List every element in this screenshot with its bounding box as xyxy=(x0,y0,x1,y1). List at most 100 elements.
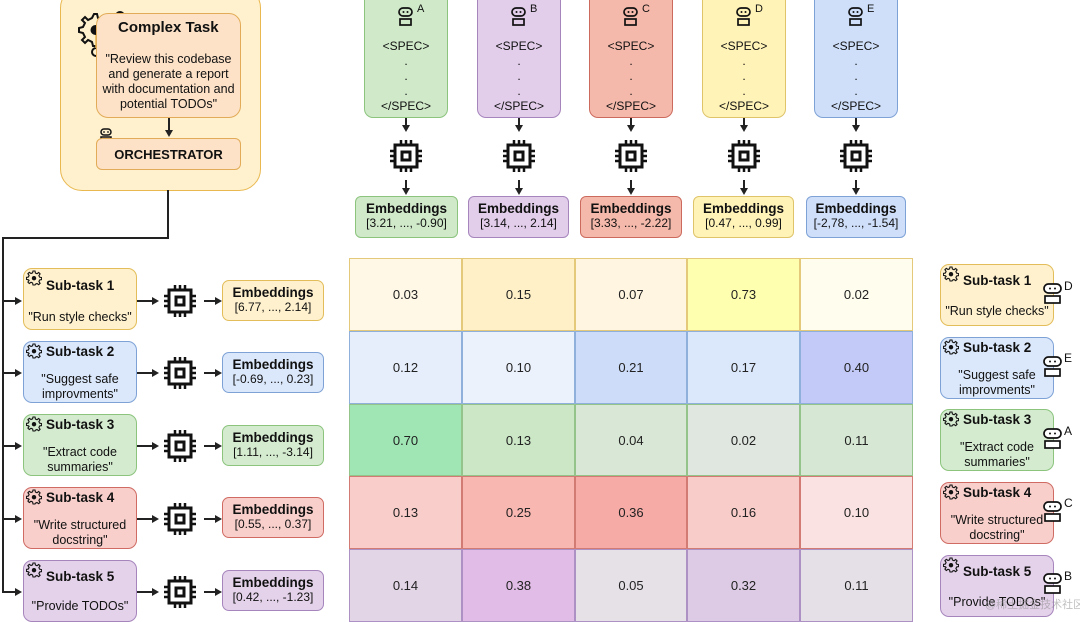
connector xyxy=(743,118,745,127)
chip-icon xyxy=(726,138,762,174)
arrowhead xyxy=(152,442,159,450)
robot-icon xyxy=(1043,501,1063,523)
subtask-title: Sub-task 4 xyxy=(963,485,1032,500)
assigned-agent-label: A xyxy=(1064,424,1073,438)
chip-icon xyxy=(162,574,198,610)
subtask-4-embeddings: Embeddings [0.55, ..., 0.37] xyxy=(222,497,324,538)
connector xyxy=(630,180,632,190)
connector xyxy=(204,445,216,447)
robot-icon xyxy=(847,7,865,27)
matrix-cell: 0.04 xyxy=(575,404,687,476)
robot-icon xyxy=(510,7,528,27)
connector xyxy=(137,518,153,520)
spec-dots: ... xyxy=(854,54,858,98)
connector xyxy=(630,118,632,127)
spec-close: </SPEC> xyxy=(605,99,657,113)
matrix-cell: 0.17 xyxy=(687,331,800,404)
subtask-5-embeddings: Embeddings [0.42, ..., -1.23] xyxy=(222,570,324,611)
subtask-title: Sub-task 3 xyxy=(963,412,1032,427)
arrowhead xyxy=(627,188,635,195)
matrix-cell: 0.73 xyxy=(687,258,800,331)
subtask-desc: "Run style checks" xyxy=(28,310,132,324)
arrowhead xyxy=(515,125,523,132)
assigned-agent-label: B xyxy=(1064,569,1073,583)
spec-open: <SPEC> xyxy=(382,39,430,53)
agent-b-content: B <SPEC> ... </SPEC> xyxy=(477,0,561,114)
matrix-cell: 0.11 xyxy=(800,549,913,622)
subtask-title: Sub-task 3 xyxy=(46,417,115,432)
spec-close: </SPEC> xyxy=(380,99,432,113)
matrix-cell: 0.70 xyxy=(349,404,462,476)
agent-b-embeddings: Embeddings [3.14, ..., 2.14] xyxy=(468,196,569,238)
subtask-4-box: Sub-task 4 "Write structured docstring" xyxy=(23,487,137,549)
connector xyxy=(167,190,169,238)
connector xyxy=(855,180,857,190)
agent-spec-b xyxy=(477,0,561,118)
matrix-cell: 0.15 xyxy=(462,258,575,331)
connector xyxy=(2,372,16,374)
agent-id: E xyxy=(867,3,875,15)
arrowhead xyxy=(15,442,22,450)
agent-e-embeddings: Embeddings [-2,78, ..., -1.54] xyxy=(806,196,906,238)
complex-task-description: "Review this codebase and generate a rep… xyxy=(102,52,235,111)
robot-icon xyxy=(1043,356,1063,378)
gear-icon xyxy=(943,266,959,282)
connector xyxy=(405,180,407,190)
chip-icon xyxy=(162,355,198,391)
chip-icon xyxy=(838,138,874,174)
agent-c-embeddings: Embeddings [3.33, ..., -2.22] xyxy=(580,196,682,238)
matrix-cell: 0.13 xyxy=(349,476,462,549)
connector xyxy=(204,372,216,374)
complex-task-title: Complex Task xyxy=(118,19,219,36)
arrowhead xyxy=(215,442,222,450)
orchestrator-label: ORCHESTRATOR xyxy=(114,146,223,162)
assigned-subtask-4: Sub-task 4 "Write structured docstring" xyxy=(940,482,1054,544)
chip-icon xyxy=(501,138,537,174)
subtask-desc: "Write structured docstring" xyxy=(33,518,127,547)
matrix-cell: 0.14 xyxy=(349,549,462,622)
spec-open: <SPEC> xyxy=(832,39,880,53)
matrix-cell: 0.03 xyxy=(349,258,462,331)
gear-icon xyxy=(26,343,42,359)
subtask-title: Sub-task 5 xyxy=(46,569,115,584)
agent-a-embeddings: Embeddings [3.21, ..., -0.90] xyxy=(355,196,458,238)
arrowhead xyxy=(215,369,222,377)
matrix-cell: 0.07 xyxy=(575,258,687,331)
arrowhead xyxy=(15,369,22,377)
connector xyxy=(405,118,407,127)
chip-icon xyxy=(613,138,649,174)
assigned-subtask-3: Sub-task 3 "Extract code summaries" xyxy=(940,409,1054,471)
subtask-title: Sub-task 2 xyxy=(46,344,115,359)
spec-dots: ... xyxy=(742,54,746,98)
robot-icon xyxy=(1043,283,1063,305)
matrix-cell: 0.21 xyxy=(575,331,687,404)
matrix-cell: 0.25 xyxy=(462,476,575,549)
agent-id: D xyxy=(755,3,763,15)
connector xyxy=(204,518,216,520)
agent-c-content: C <SPEC> ... </SPEC> xyxy=(589,0,673,114)
subtask-desc: "Extract code summaries" xyxy=(960,440,1034,469)
chip-icon xyxy=(162,501,198,537)
agent-d-embeddings: Embeddings [0.47, ..., 0.99] xyxy=(693,196,794,238)
arrowhead xyxy=(15,515,22,523)
matrix-cell: 0.10 xyxy=(800,476,913,549)
similarity-matrix: 0.03 0.15 0.07 0.73 0.02 0.12 0.10 0.21 … xyxy=(349,258,913,622)
subtask-3-embeddings: Embeddings [1.11, ..., -3.14] xyxy=(222,425,324,466)
matrix-cell: 0.32 xyxy=(687,549,800,622)
connector xyxy=(855,118,857,127)
agent-id: A xyxy=(417,3,425,15)
spec-dots: ... xyxy=(629,54,633,98)
agent-e-content: E <SPEC> ... </SPEC> xyxy=(814,0,898,114)
arrowhead xyxy=(15,297,22,305)
robot-icon xyxy=(622,7,640,27)
connector xyxy=(137,591,153,593)
connector xyxy=(137,445,153,447)
spec-open: <SPEC> xyxy=(607,39,655,53)
connector xyxy=(2,300,16,302)
connector xyxy=(137,300,153,302)
arrowhead xyxy=(152,515,159,523)
arrowhead xyxy=(852,125,860,132)
arrowhead xyxy=(215,297,222,305)
spec-dots: ... xyxy=(517,54,521,98)
connector xyxy=(2,237,169,239)
